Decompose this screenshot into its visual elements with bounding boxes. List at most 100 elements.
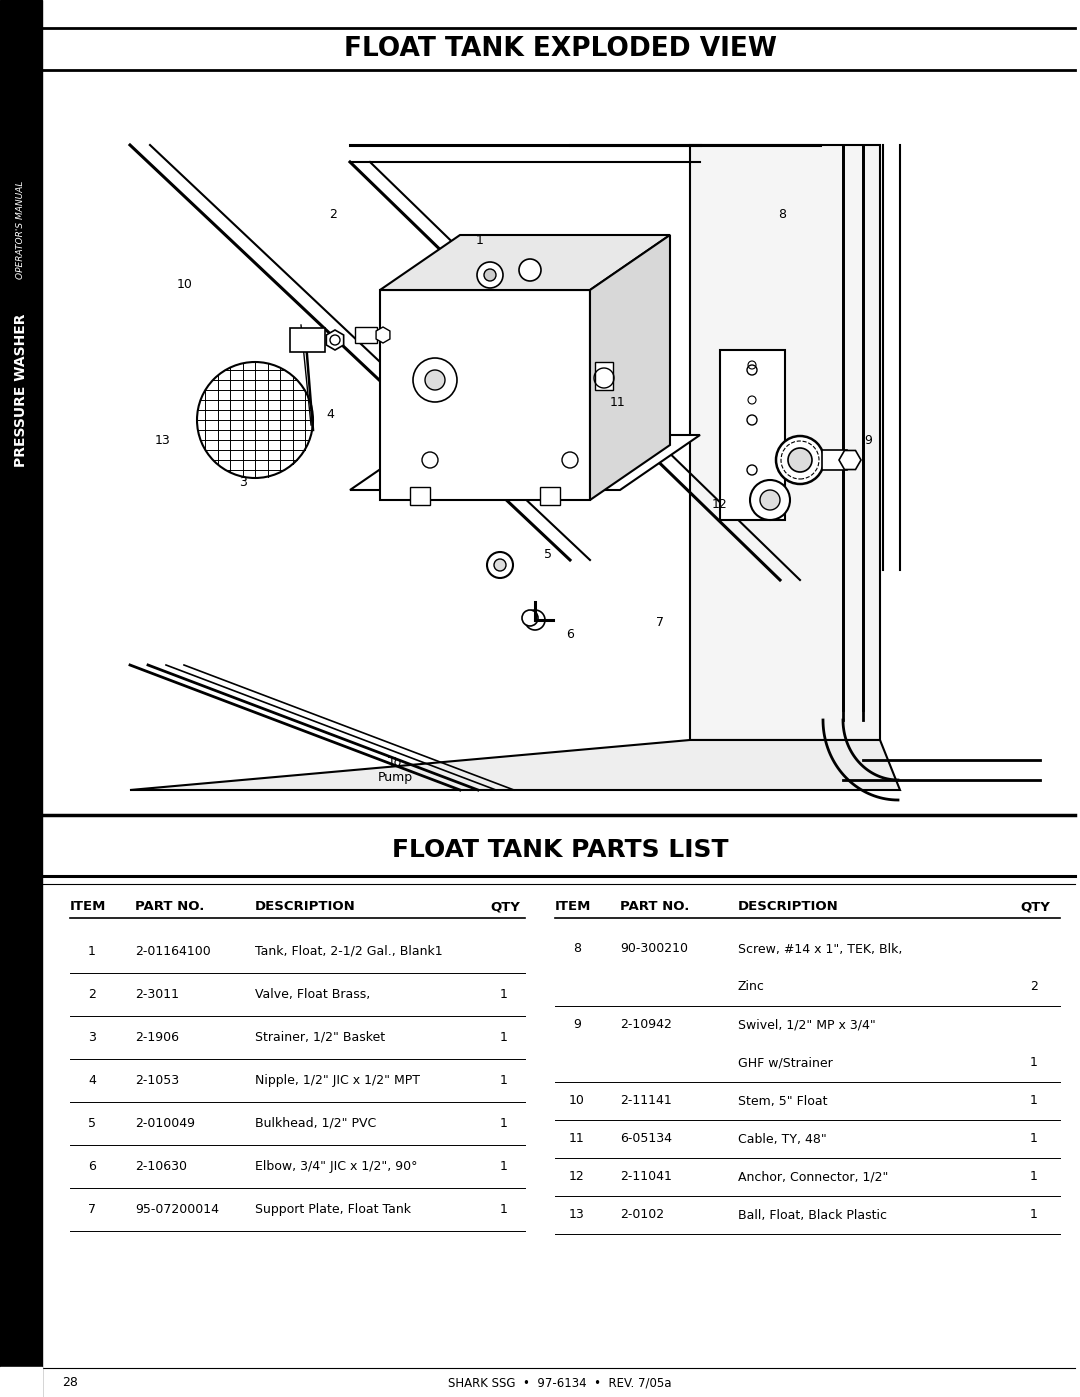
Text: 1: 1	[500, 1203, 508, 1215]
Text: 7: 7	[87, 1203, 96, 1215]
Text: PART NO.: PART NO.	[135, 901, 204, 914]
Polygon shape	[839, 450, 861, 469]
Text: 2: 2	[329, 208, 337, 222]
Text: SHARK SSG  •  97-6134  •  REV. 7/05a: SHARK SSG • 97-6134 • REV. 7/05a	[448, 1376, 672, 1390]
Circle shape	[788, 448, 812, 472]
Text: 2-3011: 2-3011	[135, 988, 179, 1002]
Text: 2-11141: 2-11141	[620, 1094, 672, 1108]
Text: 1: 1	[500, 1118, 508, 1130]
Text: 1: 1	[1030, 1056, 1038, 1070]
Circle shape	[197, 362, 313, 478]
Circle shape	[750, 481, 789, 520]
Circle shape	[494, 559, 507, 571]
Text: Screw, #14 x 1", TEK, Blk,: Screw, #14 x 1", TEK, Blk,	[738, 943, 903, 956]
Text: 6: 6	[566, 629, 573, 641]
Polygon shape	[350, 434, 700, 490]
Text: Strainer, 1/2" Basket: Strainer, 1/2" Basket	[255, 1031, 386, 1044]
Circle shape	[760, 490, 780, 510]
Text: 2-1906: 2-1906	[135, 1031, 179, 1044]
Text: 2-10630: 2-10630	[135, 1160, 187, 1173]
Bar	[410, 488, 430, 504]
Polygon shape	[380, 235, 670, 291]
Text: Tank, Float, 2-1/2 Gal., Blank1: Tank, Float, 2-1/2 Gal., Blank1	[255, 944, 443, 958]
Text: 2-11041: 2-11041	[620, 1171, 672, 1183]
Text: QTY: QTY	[1020, 901, 1050, 914]
Polygon shape	[130, 740, 900, 789]
Text: 8: 8	[778, 208, 786, 222]
Text: 8: 8	[573, 943, 581, 956]
Text: 10: 10	[569, 1094, 585, 1108]
Bar	[822, 450, 847, 469]
Text: 2-1053: 2-1053	[135, 1074, 179, 1087]
Bar	[690, 145, 880, 740]
Text: 1: 1	[500, 1031, 508, 1044]
Text: 1: 1	[1030, 1208, 1038, 1221]
Text: 1: 1	[500, 1160, 508, 1173]
Bar	[291, 328, 325, 352]
Text: 5: 5	[87, 1118, 96, 1130]
Text: QTY: QTY	[490, 901, 519, 914]
Text: Stem, 5" Float: Stem, 5" Float	[738, 1094, 827, 1108]
Text: Zinc: Zinc	[738, 981, 765, 993]
Text: 3: 3	[239, 475, 247, 489]
Circle shape	[777, 436, 824, 483]
Text: To
Pump: To Pump	[377, 756, 413, 784]
Text: 1: 1	[500, 988, 508, 1002]
Text: 1: 1	[1030, 1094, 1038, 1108]
Bar	[0, 0, 42, 1397]
Bar	[42, 70, 1080, 789]
Text: 12: 12	[569, 1171, 585, 1183]
Bar	[540, 488, 561, 504]
Text: Elbow, 3/4" JIC x 1/2", 90°: Elbow, 3/4" JIC x 1/2", 90°	[255, 1160, 418, 1173]
Polygon shape	[590, 235, 670, 500]
Text: Bulkhead, 1/2" PVC: Bulkhead, 1/2" PVC	[255, 1118, 376, 1130]
Text: 2: 2	[89, 988, 96, 1002]
Text: 12: 12	[712, 499, 728, 511]
Circle shape	[484, 270, 496, 281]
Text: 9: 9	[573, 1018, 581, 1031]
Bar	[720, 351, 785, 520]
Circle shape	[487, 552, 513, 578]
Text: 13: 13	[569, 1208, 585, 1221]
Text: GHF w/Strainer: GHF w/Strainer	[738, 1056, 833, 1070]
Text: 1: 1	[476, 233, 484, 246]
Text: 11: 11	[610, 395, 626, 408]
Text: 95-07200014: 95-07200014	[135, 1203, 219, 1215]
Text: PRESSURE WASHER: PRESSURE WASHER	[14, 313, 28, 467]
Text: Nipple, 1/2" JIC x 1/2" MPT: Nipple, 1/2" JIC x 1/2" MPT	[255, 1074, 420, 1087]
Text: 90-300210: 90-300210	[620, 943, 688, 956]
Text: 9: 9	[864, 433, 872, 447]
Circle shape	[522, 610, 538, 626]
Text: 1: 1	[1030, 1133, 1038, 1146]
Circle shape	[426, 370, 445, 390]
Text: 1: 1	[89, 944, 96, 958]
Text: Support Plate, Float Tank: Support Plate, Float Tank	[255, 1203, 411, 1215]
Circle shape	[525, 610, 545, 630]
Polygon shape	[376, 327, 390, 344]
Text: ITEM: ITEM	[555, 901, 592, 914]
Text: 2-010049: 2-010049	[135, 1118, 195, 1130]
Circle shape	[519, 258, 541, 281]
Bar	[595, 362, 613, 390]
Text: 28: 28	[62, 1376, 78, 1390]
Bar	[0, 1368, 42, 1397]
Text: 3: 3	[89, 1031, 96, 1044]
Text: Ball, Float, Black Plastic: Ball, Float, Black Plastic	[738, 1208, 887, 1221]
Text: DESCRIPTION: DESCRIPTION	[255, 901, 355, 914]
Text: 2-01164100: 2-01164100	[135, 944, 211, 958]
Text: Valve, Float Brass,: Valve, Float Brass,	[255, 988, 370, 1002]
Text: 4: 4	[326, 408, 334, 422]
Circle shape	[477, 263, 503, 288]
Text: ITEM: ITEM	[70, 901, 106, 914]
Polygon shape	[380, 291, 590, 500]
Text: 1: 1	[1030, 1171, 1038, 1183]
Text: PART NO.: PART NO.	[620, 901, 689, 914]
Circle shape	[413, 358, 457, 402]
Polygon shape	[326, 330, 343, 351]
Text: 10: 10	[177, 278, 193, 292]
Circle shape	[330, 335, 340, 345]
Text: OPERATOR'S MANUAL: OPERATOR'S MANUAL	[16, 180, 26, 279]
Text: 11: 11	[569, 1133, 585, 1146]
Text: FLOAT TANK EXPLODED VIEW: FLOAT TANK EXPLODED VIEW	[343, 36, 777, 61]
Text: 5: 5	[544, 549, 552, 562]
